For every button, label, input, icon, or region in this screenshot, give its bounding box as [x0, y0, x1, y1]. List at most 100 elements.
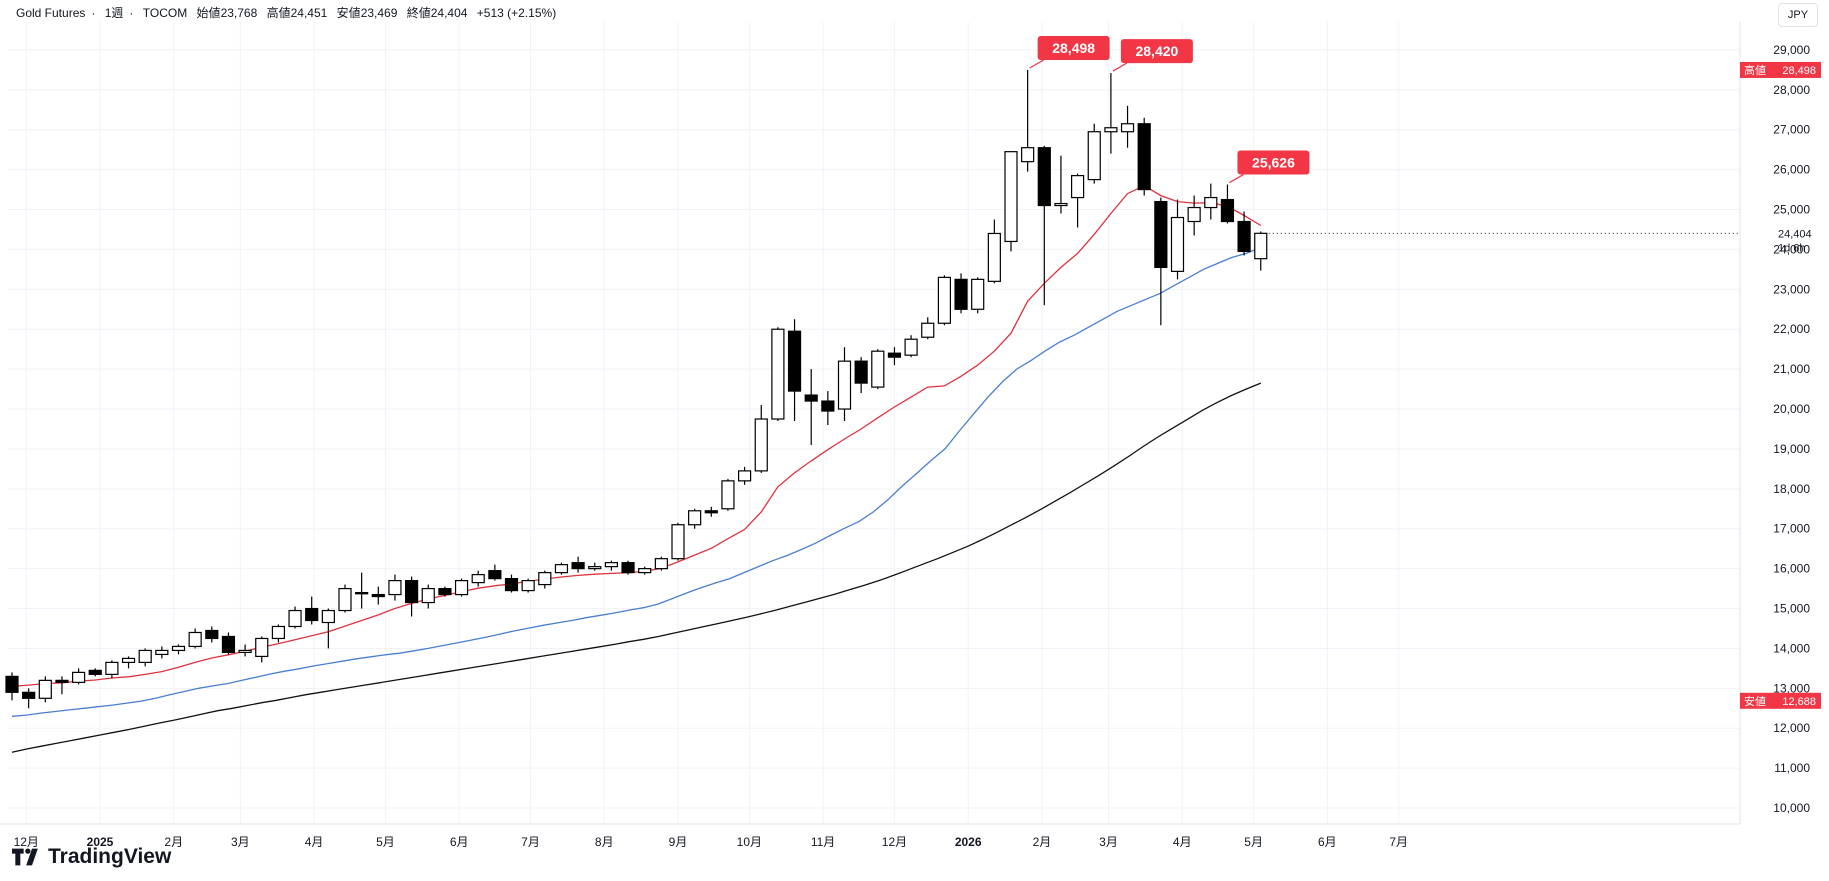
x-tick-label: 3月	[231, 835, 250, 849]
x-tick-label: 9月	[669, 835, 688, 849]
change-value: +513 (+2.15%)	[476, 6, 557, 20]
bar-countdown: 1d 6h	[1778, 242, 1806, 254]
candle-up	[155, 649, 169, 656]
candle-up	[1170, 216, 1185, 272]
x-tick-label: 6月	[1318, 835, 1337, 849]
y-tick-label: 22,000	[1773, 322, 1810, 336]
high-price-tag	[1740, 61, 1821, 78]
currency-button[interactable]: JPY	[1778, 3, 1818, 27]
peak-label-text: 25,626	[1252, 155, 1295, 171]
candle-up	[121, 657, 136, 664]
candle-up	[454, 580, 469, 596]
y-tick-label: 16,000	[1773, 562, 1810, 576]
candle-down	[438, 587, 452, 596]
tradingview-logo-icon	[12, 848, 38, 866]
candle-up	[688, 510, 702, 526]
candle-up	[1204, 196, 1218, 209]
low-tag-value: 12,688	[1782, 696, 1816, 708]
x-tick-label: 2月	[164, 835, 183, 849]
time-axis[interactable]: 12月 2025 2月 3月 4月 5月 6月 7月 8月 9月 10月 11月 12月 2026 2月 3月…	[14, 835, 1408, 849]
candle-down	[371, 593, 385, 598]
candle-up	[1104, 127, 1118, 133]
x-tick-label: 7月	[1389, 835, 1408, 849]
high-tag-value: 28,498	[1782, 65, 1816, 77]
close-label: 終値	[406, 6, 431, 20]
axis-tags: 高値 28,498 安値 12,688 24,404 1d 6h	[1268, 61, 1821, 709]
candle-up	[1004, 151, 1018, 243]
x-tick-label: 5月	[1244, 835, 1263, 849]
candle-up	[255, 637, 269, 658]
x-tick-label: 5月	[376, 835, 395, 849]
candle-up	[921, 322, 935, 338]
candle-up	[388, 580, 402, 596]
moving-average-line-3	[11, 382, 1262, 753]
y-tick-label: 29,000	[1773, 43, 1810, 57]
candle-up	[671, 524, 685, 560]
y-tick-label: 18,000	[1773, 482, 1810, 496]
x-tick-label: 4月	[305, 835, 324, 849]
symbol-name[interactable]: Gold Futures	[16, 6, 86, 20]
grid	[8, 22, 1740, 824]
x-tick-label: 2026	[955, 835, 982, 849]
x-tick-label: 6月	[450, 835, 469, 849]
candle-up	[654, 558, 668, 570]
candle-up	[904, 338, 918, 356]
peak-label-box	[1120, 39, 1193, 64]
high-value: 24,451	[290, 6, 328, 20]
low-label: 安値	[336, 6, 361, 20]
y-tick-label: 12,000	[1773, 721, 1810, 735]
last-price-value: 24,404	[1778, 228, 1812, 240]
low-value: 23,469	[360, 6, 398, 20]
x-tick-label: 12月	[14, 835, 39, 849]
x-tick-label: 11月	[811, 835, 835, 849]
candle-down	[571, 562, 585, 570]
candle-up	[754, 418, 768, 472]
candle-up	[554, 564, 569, 574]
interval-label[interactable]: 1週	[104, 6, 124, 20]
tradingview-brand[interactable]: TradingView	[12, 845, 171, 869]
candle-up	[1254, 232, 1268, 260]
candle-down	[88, 669, 102, 675]
candle-up	[937, 276, 952, 324]
y-tick-label: 23,000	[1773, 282, 1810, 296]
candle-up	[138, 649, 152, 664]
candle-up	[71, 671, 86, 683]
candle-down	[504, 578, 519, 592]
price-axis[interactable]: 10,000 11,000 12,000 13,000 14,000 15,000 16,0…	[1773, 43, 1810, 815]
candle-down	[1037, 147, 1051, 207]
y-tick-label: 10,000	[1773, 801, 1810, 815]
candle-up	[588, 566, 602, 570]
x-tick-label: 4月	[1173, 835, 1192, 849]
x-tick-label: 12月	[882, 835, 907, 849]
peak-label-text: 28,420	[1135, 43, 1178, 59]
candle-down	[405, 580, 419, 604]
candle-up	[105, 661, 119, 675]
candle-up	[421, 587, 435, 604]
chart-legend: Gold Futures · 1週 · TOCOM 始値23,768 高値24,45…	[16, 6, 557, 20]
y-tick-label: 24,000	[1773, 242, 1810, 256]
candle-down	[1154, 200, 1168, 268]
candle-up	[737, 470, 752, 482]
y-tick-label: 20,000	[1773, 402, 1810, 416]
exchange-label: TOCOM	[142, 6, 188, 20]
candle-up	[638, 568, 652, 574]
moving-average-line-1	[11, 184, 1262, 687]
candle-down	[5, 675, 19, 693]
x-tick-label: 2025	[87, 835, 114, 849]
moving-averages	[11, 184, 1262, 753]
candle-up	[188, 631, 202, 648]
peak-label-leader	[1229, 174, 1244, 184]
candle-up	[238, 649, 252, 654]
ohlc-low: 安値23,469	[337, 6, 398, 20]
low-price-tag	[1740, 692, 1821, 709]
candle-down	[305, 607, 319, 622]
candle-up	[1070, 175, 1085, 199]
candle-up	[721, 480, 735, 510]
ohlc-high: 高値24,451	[267, 6, 328, 20]
open-value: 23,768	[220, 6, 258, 20]
candles	[5, 69, 1268, 709]
candle-up	[521, 580, 535, 592]
peak-labels: 28,498 28,420 25,626	[1029, 35, 1310, 184]
candle-up	[538, 572, 552, 586]
